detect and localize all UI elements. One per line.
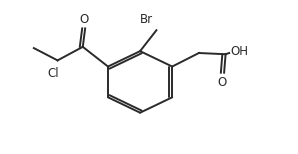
Text: Cl: Cl (47, 67, 59, 80)
Text: O: O (218, 76, 227, 89)
Text: Br: Br (140, 13, 153, 26)
Text: O: O (79, 13, 88, 26)
Text: OH: OH (231, 45, 249, 58)
